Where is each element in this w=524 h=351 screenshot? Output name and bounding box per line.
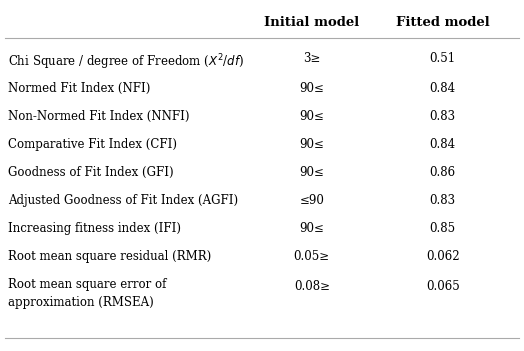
- Text: 90≤: 90≤: [299, 166, 324, 179]
- Text: 0.08≥: 0.08≥: [294, 280, 330, 293]
- Text: Normed Fit Index (NFI): Normed Fit Index (NFI): [8, 82, 151, 95]
- Text: 0.51: 0.51: [430, 52, 456, 65]
- Text: 90≤: 90≤: [299, 82, 324, 95]
- Text: 0.062: 0.062: [426, 250, 460, 263]
- Text: 0.86: 0.86: [430, 166, 456, 179]
- Text: Increasing fitness index (IFI): Increasing fitness index (IFI): [8, 222, 181, 235]
- Text: 0.83: 0.83: [430, 194, 456, 207]
- Text: 0.065: 0.065: [426, 280, 460, 293]
- Text: ≤90: ≤90: [299, 194, 324, 207]
- Text: Initial model: Initial model: [264, 16, 359, 29]
- Text: 0.83: 0.83: [430, 110, 456, 123]
- Text: 90≤: 90≤: [299, 110, 324, 123]
- Text: 90≤: 90≤: [299, 222, 324, 235]
- Text: 0.84: 0.84: [430, 82, 456, 95]
- Text: 0.84: 0.84: [430, 138, 456, 151]
- Text: 90≤: 90≤: [299, 138, 324, 151]
- Text: Comparative Fit Index (CFI): Comparative Fit Index (CFI): [8, 138, 177, 151]
- Text: 0.05≥: 0.05≥: [294, 250, 330, 263]
- Text: 0.85: 0.85: [430, 222, 456, 235]
- Text: Goodness of Fit Index (GFI): Goodness of Fit Index (GFI): [8, 166, 174, 179]
- Text: Adjusted Goodness of Fit Index (AGFI): Adjusted Goodness of Fit Index (AGFI): [8, 194, 238, 207]
- Text: Root mean square error of
approximation (RMSEA): Root mean square error of approximation …: [8, 278, 167, 309]
- Text: Non-Normed Fit Index (NNFI): Non-Normed Fit Index (NNFI): [8, 110, 190, 123]
- Text: Chi Square / degree of Freedom ($\mathit{X}^2$/$\mathit{df}$): Chi Square / degree of Freedom ($\mathit…: [8, 52, 244, 72]
- Text: Fitted model: Fitted model: [396, 16, 489, 29]
- Text: 3≥: 3≥: [303, 52, 321, 65]
- Text: Root mean square residual (RMR): Root mean square residual (RMR): [8, 250, 212, 263]
